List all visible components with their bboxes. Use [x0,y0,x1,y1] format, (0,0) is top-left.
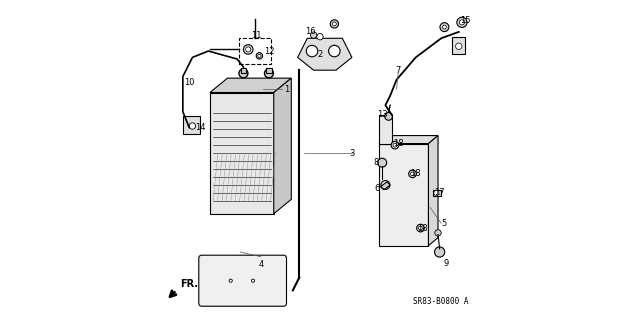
Text: 3: 3 [349,149,355,158]
Polygon shape [379,136,438,144]
Circle shape [435,247,445,257]
Circle shape [258,54,261,57]
Circle shape [239,69,248,78]
Circle shape [393,143,397,147]
Text: 18: 18 [417,224,428,233]
Text: 2: 2 [317,50,323,59]
Circle shape [385,113,392,120]
Text: 15: 15 [460,16,470,25]
Circle shape [264,69,273,78]
Circle shape [310,32,317,38]
Text: 7: 7 [396,66,401,75]
Text: 10: 10 [184,78,195,87]
Bar [452,37,465,54]
Text: 4: 4 [259,260,264,269]
Polygon shape [428,136,438,246]
Text: 18: 18 [410,169,421,178]
Text: 11: 11 [251,31,262,40]
Bar [239,38,271,64]
Circle shape [330,20,339,28]
Text: 8: 8 [373,158,378,167]
Circle shape [229,279,232,282]
Polygon shape [210,93,274,214]
Circle shape [307,45,318,57]
Circle shape [435,230,441,236]
Text: 6: 6 [375,184,380,193]
Bar [266,68,271,73]
Circle shape [391,141,399,149]
Circle shape [440,23,449,32]
Bar [433,190,441,196]
Polygon shape [379,144,428,246]
Text: 13: 13 [377,110,387,119]
Bar [241,68,246,73]
Circle shape [457,17,467,27]
Circle shape [332,22,336,26]
Circle shape [317,33,323,40]
Circle shape [409,170,417,178]
Circle shape [442,25,446,29]
Circle shape [243,45,253,54]
Text: 18: 18 [393,139,403,148]
Circle shape [460,20,465,25]
Bar [183,116,200,134]
Circle shape [434,190,439,196]
Text: 5: 5 [442,219,447,228]
Polygon shape [274,78,291,214]
Circle shape [256,53,262,59]
Text: 12: 12 [264,47,274,56]
Text: FR.: FR. [180,279,198,289]
Text: 9: 9 [444,259,449,268]
Circle shape [378,158,387,167]
Circle shape [246,47,251,52]
Circle shape [189,123,196,129]
Polygon shape [210,78,291,93]
Circle shape [411,172,415,176]
Text: 17: 17 [435,189,445,197]
Text: 14: 14 [195,123,205,132]
Circle shape [252,279,255,282]
Text: SR83-B0800 A: SR83-B0800 A [413,297,469,306]
Polygon shape [381,182,390,190]
Text: 16: 16 [305,27,316,36]
FancyBboxPatch shape [199,255,287,306]
Circle shape [328,45,340,57]
Polygon shape [298,38,352,70]
Circle shape [419,226,422,230]
Circle shape [417,224,424,232]
Text: 1: 1 [284,85,289,94]
Circle shape [456,43,462,49]
Polygon shape [379,115,392,144]
